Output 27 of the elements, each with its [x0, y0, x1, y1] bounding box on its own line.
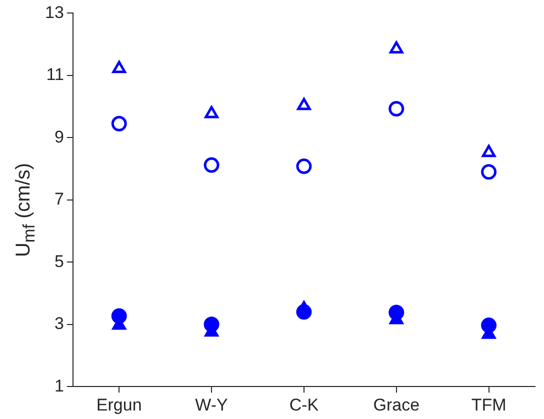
x-tick-label: Ergun	[96, 395, 142, 414]
y-tick-label: 7	[54, 190, 64, 209]
y-tick-label: 13	[44, 2, 64, 22]
x-tick-label: TFM	[471, 395, 506, 414]
point	[204, 316, 220, 332]
point	[482, 144, 496, 158]
y-tick-label: 11	[46, 65, 64, 84]
point	[481, 164, 497, 180]
point	[481, 318, 497, 334]
point	[111, 116, 127, 132]
point	[296, 158, 312, 174]
point	[389, 41, 404, 54]
point	[204, 157, 220, 173]
point	[296, 304, 312, 320]
point	[111, 308, 127, 324]
x-tick-label: Grace	[373, 395, 420, 414]
point	[204, 106, 218, 118]
x-tick-label: C-K	[289, 395, 320, 414]
y-tick-label: 5	[54, 252, 64, 271]
y-tick-label: 3	[54, 314, 64, 334]
point	[388, 304, 404, 320]
x-tick-label: W-Y	[195, 395, 228, 414]
point	[112, 60, 126, 74]
y-tick-label: 1	[54, 376, 64, 396]
point	[297, 98, 311, 110]
y-tick-label: 9	[54, 127, 64, 146]
point	[388, 100, 404, 116]
